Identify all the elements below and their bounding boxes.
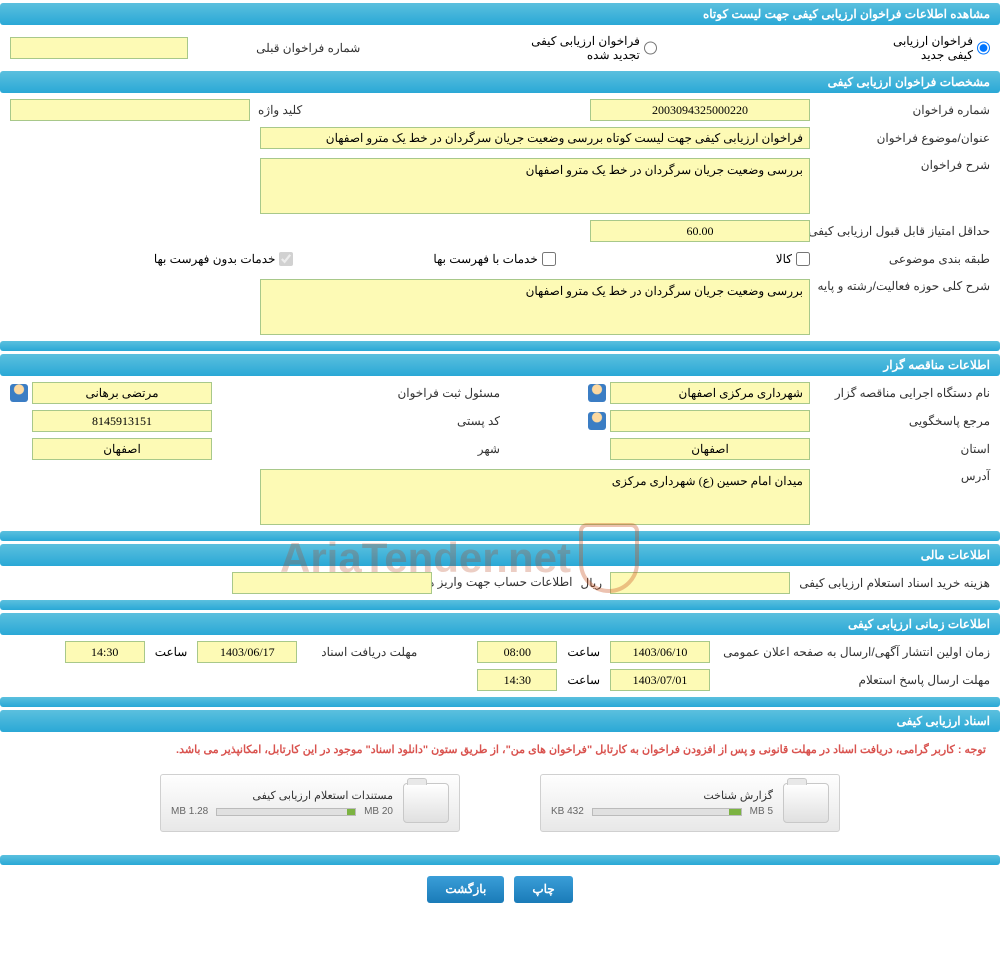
back-button[interactable]: بازگشت [427,876,504,903]
org-name-input[interactable] [610,382,810,404]
reply-date-input[interactable] [610,669,710,691]
prev-call-label: شماره فراخوان قبلی [248,41,360,55]
header-org: اطلاعات مناقصه گزار [0,354,1000,376]
header-time: اطلاعات زمانی ارزیابی کیفی [0,613,1000,635]
divider-bar-3 [0,600,1000,610]
keyword-input[interactable] [10,99,250,121]
first-publish-label: زمان اولین انتشار آگهی/ارسال به صفحه اعل… [710,645,990,659]
address-textarea[interactable] [260,469,810,525]
doc-deadline-label: مهلت دریافت اسناد [297,645,417,659]
download-2-title: مستندات استعلام ارزیابی کیفی [171,789,393,802]
reply-deadline-label: مهلت ارسال پاسخ استعلام [710,673,990,687]
call-type-radios: فراخوان ارزیابی کیفی جدید فراخوان ارزیاب… [0,28,1000,68]
pub-date-input[interactable] [610,641,710,663]
cb-svc-nolist[interactable] [279,252,293,266]
min-score-label: حداقل امتیاز قابل قبول ارزیابی کیفی [810,224,990,238]
radio-new-label: فراخوان ارزیابی کیفی جدید [879,34,973,62]
divider-bar-5 [0,855,1000,865]
scope-label: شرح کلی حوزه فعالیت/رشته و پایه [810,279,990,293]
reply-time-input[interactable] [477,669,557,691]
pub-time-input[interactable] [477,641,557,663]
header-fin: اطلاعات مالی [0,544,1000,566]
header-main: مشاهده اطلاعات فراخوان ارزیابی کیفی جهت … [0,3,1000,25]
registrar-label: مسئول ثبت فراخوان [370,386,500,400]
radio-new[interactable] [977,41,990,55]
org-name-label: نام دستگاه اجرایی مناقصه گزار [810,386,990,400]
cb-goods[interactable] [796,252,810,266]
keyword-label: کلید واژه [250,103,302,117]
download-1-max: 5 MB [750,806,773,817]
call-no-input[interactable] [590,99,810,121]
contact-label: مرجع پاسخگویی [810,414,990,428]
cb-svc-list-label: خدمات با فهرست بها [433,252,537,266]
prev-call-input[interactable] [10,37,188,59]
province-input[interactable] [610,438,810,460]
radio-renewed[interactable] [644,41,657,55]
account-label: اطلاعات حساب جهت واریز هزینه خرید اسناد [432,575,572,591]
user-icon[interactable] [588,384,606,402]
cb-goods-label: کالا [776,252,792,266]
saat-label-2: ساعت [155,645,188,659]
cb-svc-nolist-label: خدمات بدون فهرست بها [154,252,276,266]
doc-time-input[interactable] [65,641,145,663]
city-input[interactable] [32,438,212,460]
progress-bar-1 [592,808,742,816]
notice-text: توجه : کاربر گرامی، دریافت اسناد در مهلت… [0,735,1000,764]
min-score-input[interactable] [590,220,810,242]
desc-label: شرح فراخوان [810,158,990,172]
title-input[interactable] [260,127,810,149]
user-icon-3[interactable] [588,412,606,430]
category-label: طبقه بندی موضوعی [810,252,990,266]
purchase-input[interactable] [610,572,790,594]
divider-bar-1 [0,341,1000,351]
download-box-2[interactable]: مستندات استعلام ارزیابی کیفی 20 MB 1.28 … [160,774,460,832]
user-icon-2[interactable] [10,384,28,402]
registrar-input[interactable] [32,382,212,404]
account-input[interactable] [232,572,432,594]
province-label: استان [810,442,990,456]
postal-input[interactable] [32,410,212,432]
download-box-1[interactable]: گزارش شناخت 5 MB 432 KB [540,774,840,832]
call-no-label: شماره فراخوان [810,103,990,117]
divider-bar-2 [0,531,1000,541]
header-docs: اسناد ارزیابی کیفی [0,710,1000,732]
rial-label: ریال [572,576,610,590]
folder-icon [783,783,829,823]
saat-label-3: ساعت [567,673,600,687]
print-button[interactable]: چاپ [514,876,572,903]
city-label: شهر [370,442,500,456]
download-2-max: 20 MB [364,806,393,817]
download-1-cur: 432 KB [551,806,584,817]
progress-bar-2 [216,808,356,816]
scope-textarea[interactable] [260,279,810,335]
folder-icon [403,783,449,823]
address-label: آدرس [810,469,990,483]
divider-bar-4 [0,697,1000,707]
download-1-title: گزارش شناخت [551,789,773,802]
header-spec: مشخصات فراخوان ارزیابی کیفی [0,71,1000,93]
purchase-label: هزینه خرید اسناد استعلام ارزیابی کیفی [790,576,990,590]
doc-date-input[interactable] [197,641,297,663]
radio-renewed-label: فراخوان ارزیابی کیفی تجدید شده [524,34,640,62]
download-2-cur: 1.28 MB [171,806,208,817]
postal-label: کد پستی [370,414,500,428]
title-label: عنوان/موضوع فراخوان [810,131,990,145]
saat-label-1: ساعت [567,645,600,659]
cb-svc-list[interactable] [542,252,556,266]
contact-input[interactable] [610,410,810,432]
desc-textarea[interactable] [260,158,810,214]
